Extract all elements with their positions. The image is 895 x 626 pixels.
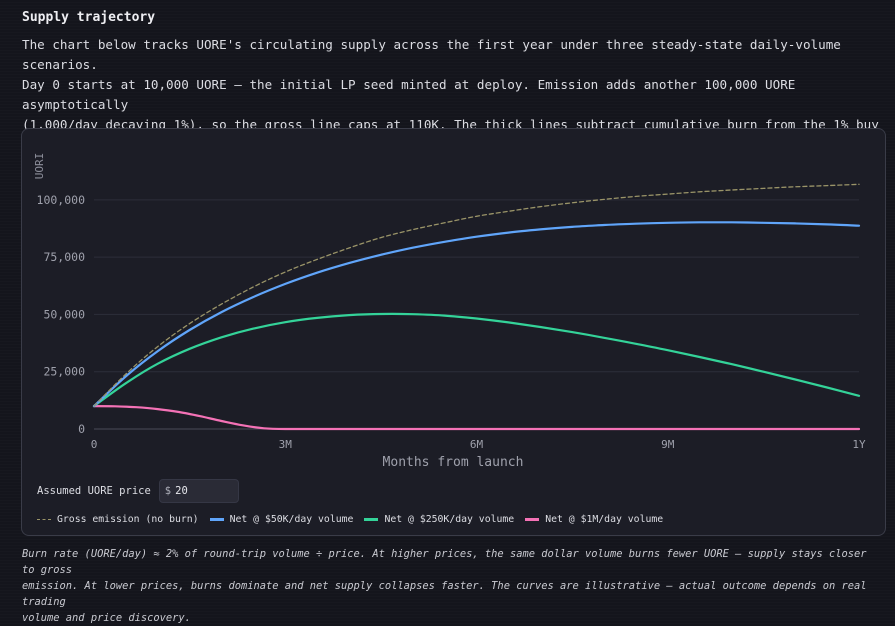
price-input[interactable]: $ 20 (158, 479, 239, 503)
supply-chart: 0 25,000 50,000 75,000 100,000 0 3M 6M 9M 1Y UOR… (33, 153, 866, 470)
legend-label-50k: Net @ $50K/day volume (229, 513, 354, 525)
section-title: Supply trajectory (22, 10, 156, 25)
legend-item-250k: Net @ $250K/day volume (364, 514, 514, 525)
x-tick-labels: 0 3M 6M 9M 1Y (91, 438, 866, 451)
x-tick-label: 3M (279, 438, 293, 451)
legend-swatch-50k (209, 517, 224, 521)
legend-label-250k: Net @ $250K/day volume (384, 513, 515, 525)
grid-lines (94, 199, 859, 430)
x-tick-label: 1Y (852, 438, 866, 451)
y-axis-label: UORI (33, 153, 46, 180)
y-tick-labels: 0 25,000 50,000 75,000 100,000 (37, 193, 86, 436)
x-tick-label: 6M (470, 438, 484, 451)
y-tick-label: 100,000 (37, 193, 86, 207)
legend-swatch-1m (525, 517, 540, 521)
footnote: Burn rate (UORE/day) ≈ 2% of round-trip … (22, 548, 867, 624)
series-net-250k (92, 312, 861, 408)
x-tick-label: 0 (91, 438, 98, 451)
legend-item-50k: Net @ $50K/day volume (209, 513, 354, 525)
price-value[interactable]: 20 (175, 485, 188, 497)
legend-label-1m: Net @ $1M/day volume (545, 513, 664, 525)
legend-swatch-gross (37, 518, 51, 520)
legend-item-1m: Net @ $1M/day volume (525, 514, 663, 525)
legend-item-gross: Gross emission (no burn) (37, 514, 199, 525)
y-tick-label: 50,000 (43, 307, 85, 321)
series-net-50k (92, 221, 861, 408)
y-tick-label: 25,000 (43, 365, 85, 379)
chart-legend: Gross emission (no burn) Net @ $50K/day … (37, 511, 674, 527)
x-axis-label: Months from launch (383, 455, 524, 470)
y-tick-label: 75,000 (43, 250, 85, 264)
series-lines (92, 183, 861, 431)
chart-panel (21, 128, 886, 536)
series-net-1m (92, 405, 861, 431)
legend-swatch-250k (364, 517, 379, 521)
price-label: Assumed UORE price (37, 485, 151, 497)
x-tick-label: 9M (661, 438, 675, 451)
y-tick-label: 0 (78, 422, 85, 436)
currency-symbol: $ (164, 485, 172, 497)
price-control: Assumed UORE price $ 20 (37, 479, 239, 503)
legend-label-gross: Gross emission (no burn) (57, 513, 199, 525)
series-gross-emission (93, 183, 860, 407)
